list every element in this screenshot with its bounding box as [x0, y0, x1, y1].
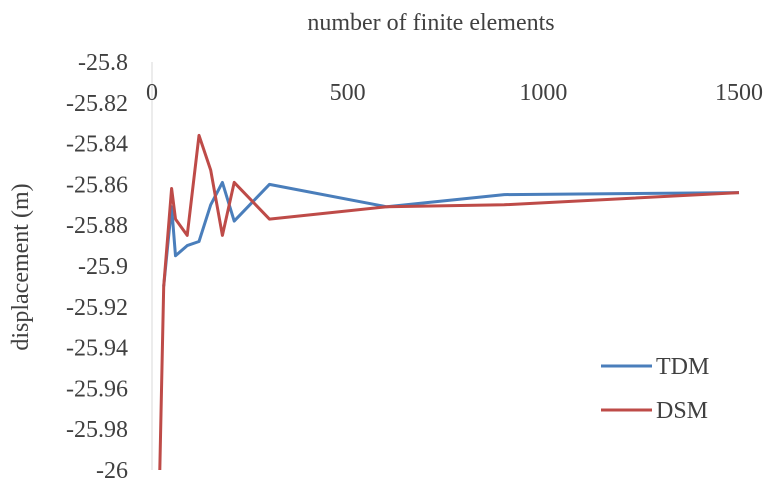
y-tick-label: -25.82 — [66, 91, 128, 117]
legend-label-tdm: TDM — [656, 354, 709, 380]
legend: TDM DSM — [601, 354, 709, 424]
x-tick-label: 500 — [330, 80, 366, 106]
x-tick-label: 1000 — [519, 80, 567, 106]
y-tick-label: -25.88 — [66, 213, 128, 239]
y-tick-label: -25.9 — [78, 254, 128, 280]
y-tick-label: -25.8 — [78, 50, 128, 76]
series-line-dsm — [158, 133, 740, 471]
x-tick-label: 0 — [146, 80, 158, 106]
y-tick-labels: -25.8 -25.82 -25.84 -25.86 -25.88 -25.9 -25.92… — [66, 50, 128, 484]
y-tick-label: -25.98 — [66, 417, 128, 443]
y-tick-label: -26 — [96, 458, 128, 484]
y-tick-label: -25.94 — [66, 336, 128, 362]
x-tick-label: 1500 — [715, 80, 763, 106]
plot-lines — [158, 133, 740, 471]
y-tick-label: -25.96 — [66, 376, 128, 402]
y-tick-label: -25.84 — [66, 132, 128, 158]
y-axis-label: displacement (m) — [8, 183, 34, 350]
y-tick-label: -25.92 — [66, 295, 128, 321]
x-tick-labels: 0 500 1000 1500 — [146, 80, 763, 106]
y-tick-label: -25.86 — [66, 172, 128, 198]
legend-label-dsm: DSM — [656, 398, 708, 424]
chart-title: number of finite elements — [307, 10, 554, 36]
